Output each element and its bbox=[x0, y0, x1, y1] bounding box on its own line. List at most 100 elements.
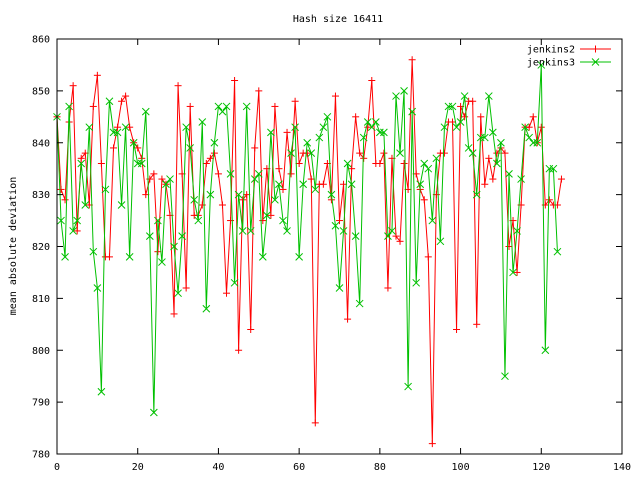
data-point-cross bbox=[238, 227, 247, 235]
series-jenkins2 bbox=[53, 56, 565, 448]
data-point-cross bbox=[513, 227, 521, 235]
data-point-cross bbox=[363, 118, 372, 126]
data-point-cross bbox=[271, 195, 279, 204]
chart-title: Hash size 16411 bbox=[293, 14, 383, 25]
legend-item-jenkins3: jenkins3 bbox=[527, 58, 611, 69]
y-tick-label: 790 bbox=[32, 398, 50, 409]
data-point-cross bbox=[166, 175, 174, 183]
data-point-cross bbox=[101, 185, 110, 194]
data-point-cross bbox=[489, 128, 497, 137]
data-point-cross bbox=[287, 149, 295, 157]
data-point-cross bbox=[93, 284, 102, 292]
data-point-cross bbox=[359, 133, 368, 142]
data-point-cross bbox=[400, 87, 408, 95]
data-point-cross bbox=[222, 102, 231, 111]
data-point-cross bbox=[81, 201, 90, 209]
y-tick-label: 820 bbox=[32, 242, 50, 253]
data-point-cross bbox=[186, 144, 195, 152]
data-point-cross bbox=[89, 247, 98, 256]
data-point-cross bbox=[416, 180, 425, 189]
data-point-cross bbox=[347, 180, 356, 189]
data-point-cross bbox=[226, 170, 235, 178]
legend-label: jenkins3 bbox=[527, 58, 575, 69]
x-tick-label: 120 bbox=[532, 462, 550, 473]
data-point-cross bbox=[323, 112, 332, 121]
data-point-cross bbox=[408, 107, 416, 116]
data-point-cross bbox=[158, 258, 166, 266]
data-point-cross bbox=[517, 175, 525, 183]
data-point-cross bbox=[396, 149, 404, 157]
data-point-cross bbox=[331, 221, 340, 230]
x-tick-label: 20 bbox=[132, 462, 144, 473]
data-point-cross bbox=[440, 123, 449, 132]
data-point-cross bbox=[182, 123, 190, 132]
y-tick-label: 780 bbox=[32, 450, 50, 461]
data-point-cross bbox=[335, 284, 344, 292]
data-point-cross bbox=[428, 216, 437, 225]
data-point-cross bbox=[299, 180, 308, 189]
legend-label: jenkins2 bbox=[527, 45, 575, 56]
data-point-cross bbox=[521, 123, 529, 132]
data-point-cross bbox=[194, 216, 203, 225]
x-tick-label: 40 bbox=[212, 462, 224, 473]
data-point-cross bbox=[367, 123, 376, 132]
data-point-cross bbox=[218, 107, 227, 116]
data-point-cross bbox=[541, 346, 550, 355]
data-point-cross bbox=[246, 227, 255, 235]
data-point-cross bbox=[170, 242, 178, 251]
data-point-cross bbox=[198, 118, 207, 126]
data-point-cross bbox=[275, 180, 283, 189]
data-point-cross bbox=[388, 227, 396, 235]
data-point-cross bbox=[424, 164, 433, 173]
data-point-cross bbox=[210, 138, 219, 147]
data-point-cross bbox=[327, 190, 336, 199]
series-layer bbox=[53, 56, 565, 448]
x-tick-label: 0 bbox=[54, 462, 60, 473]
x-tick-label: 80 bbox=[374, 462, 386, 473]
data-point-cross bbox=[154, 216, 162, 225]
data-point-cross bbox=[412, 278, 421, 287]
data-point-cross bbox=[150, 408, 158, 417]
data-point-cross bbox=[254, 170, 263, 178]
data-point-cross bbox=[69, 227, 77, 235]
y-tick-label: 840 bbox=[32, 138, 50, 149]
axis-tick-labels: 0 20 40 60 80 100 120 140 780 790 800 810 820 830 840 8… bbox=[32, 35, 631, 474]
data-point-cross bbox=[113, 128, 122, 137]
data-point-cross bbox=[61, 253, 69, 261]
data-point-cross bbox=[472, 190, 481, 199]
legend: jenkins2 jenkins3 bbox=[527, 45, 611, 69]
legend-item-jenkins2: jenkins2 bbox=[527, 45, 611, 56]
data-point-cross bbox=[234, 190, 243, 199]
data-point-cross bbox=[509, 268, 517, 277]
data-point-cross bbox=[85, 123, 94, 132]
data-point-cross bbox=[505, 170, 513, 178]
data-point-cross bbox=[230, 278, 239, 287]
y-tick-label: 850 bbox=[32, 86, 50, 97]
data-point-cross bbox=[497, 138, 505, 147]
data-point-cross bbox=[311, 185, 320, 194]
data-point-cross bbox=[553, 247, 562, 256]
data-point-cross bbox=[591, 58, 600, 66]
data-point-cross bbox=[464, 144, 473, 152]
x-tick-label: 60 bbox=[293, 462, 305, 473]
data-point-cross bbox=[384, 232, 392, 240]
data-point-cross bbox=[145, 232, 154, 240]
data-point-cross bbox=[493, 159, 501, 168]
data-point-cross bbox=[315, 133, 324, 142]
data-point-cross bbox=[57, 216, 65, 225]
data-point-cross bbox=[206, 190, 215, 199]
data-point-cross bbox=[307, 149, 316, 157]
data-point-cross bbox=[190, 195, 199, 204]
data-point-cross bbox=[117, 201, 126, 209]
y-tick-label: 830 bbox=[32, 190, 50, 201]
data-point-cross bbox=[214, 102, 223, 111]
data-point-cross bbox=[319, 123, 328, 132]
data-point-cross bbox=[549, 164, 558, 173]
plot-frame bbox=[56, 38, 623, 455]
data-point-cross bbox=[105, 97, 114, 106]
data-point-cross bbox=[533, 138, 542, 147]
data-point-cross bbox=[355, 299, 364, 308]
data-point-cross bbox=[537, 61, 546, 69]
